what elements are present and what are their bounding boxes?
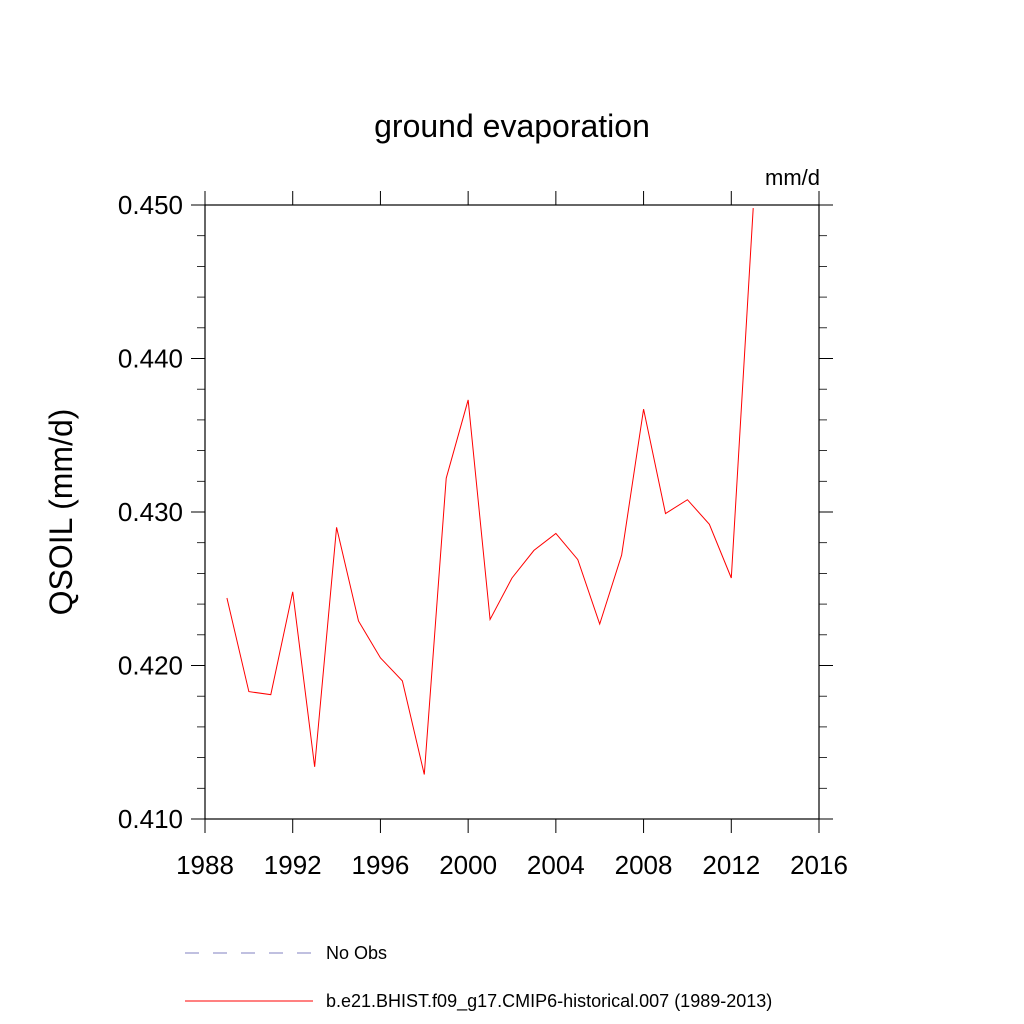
x-tick-labels: 1988 1992 1996 2000 2004 2008 2012 2016 — [176, 850, 848, 880]
x-tick-label: 2012 — [702, 850, 760, 880]
x-tick-label: 2008 — [615, 850, 673, 880]
legend: No Obs b.e21.BHIST.f09_g17.CMIP6-histori… — [185, 943, 772, 1012]
y-tick-labels: 0.410 0.420 0.430 0.440 0.450 — [118, 190, 183, 834]
y-tick-label: 0.440 — [118, 344, 183, 374]
y-tick-label: 0.420 — [118, 651, 183, 681]
y-tick-label: 0.430 — [118, 497, 183, 527]
y-axis-label: QSOIL (mm/d) — [43, 409, 79, 616]
legend-label-model: b.e21.BHIST.f09_g17.CMIP6-historical.007… — [326, 991, 772, 1012]
x-tick-label: 1992 — [264, 850, 322, 880]
units-label: mm/d — [765, 165, 820, 190]
series-layer — [226, 208, 754, 775]
x-tick-label: 2004 — [527, 850, 585, 880]
series-line-0 — [226, 208, 754, 775]
axis-ticks — [191, 191, 833, 833]
y-tick-label: 0.450 — [118, 190, 183, 220]
plot-border — [204, 204, 820, 820]
legend-label-no-obs: No Obs — [326, 943, 387, 963]
y-tick-label: 0.410 — [118, 804, 183, 834]
plot-frame — [204, 204, 820, 820]
x-tick-label: 2016 — [790, 850, 848, 880]
x-tick-label: 1996 — [352, 850, 410, 880]
chart-title: ground evaporation — [374, 108, 650, 144]
x-tick-label: 1988 — [176, 850, 234, 880]
x-tick-label: 2000 — [439, 850, 497, 880]
